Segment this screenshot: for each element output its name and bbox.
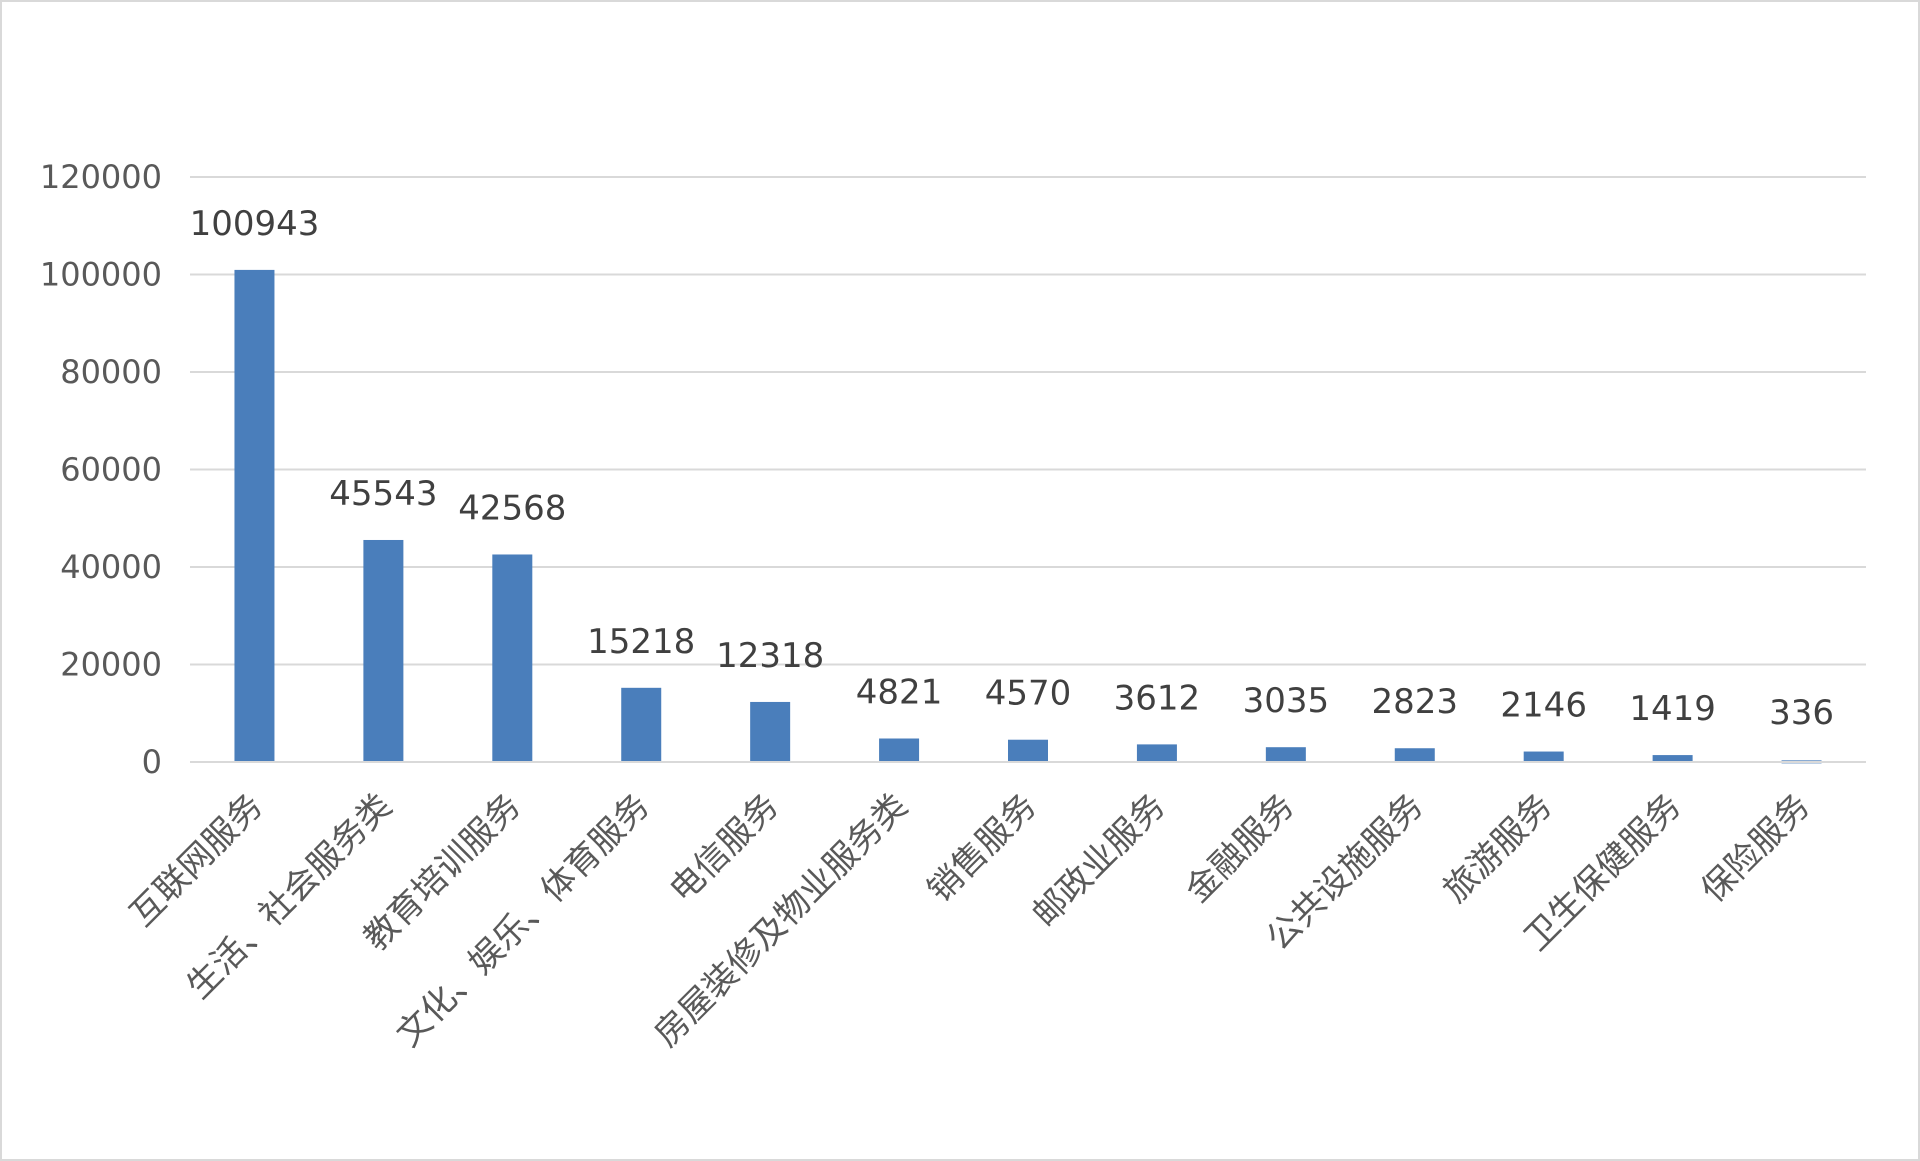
y-tick-label: 100000: [40, 256, 162, 294]
bar: [621, 687, 662, 762]
bar: [492, 554, 533, 762]
x-category-label: 文化、娱乐、体育服务: [389, 786, 658, 1055]
y-tick-label: 20000: [60, 646, 162, 684]
y-tick-label: 120000: [40, 158, 162, 196]
bar: [363, 539, 404, 762]
x-category-label: 金融服务: [1178, 786, 1302, 910]
bar: [1008, 739, 1048, 762]
x-category-label: 销售服务: [920, 786, 1044, 910]
y-tick-label: 0: [142, 743, 162, 781]
gridlines: [190, 176, 1866, 666]
bar: [1265, 747, 1306, 762]
data-label: 4570: [985, 674, 1072, 714]
bar: [1523, 751, 1564, 762]
data-label: 3612: [1114, 678, 1201, 718]
bar: [750, 701, 791, 762]
data-label: 100943: [190, 204, 320, 244]
y-axis-tick-labels: 0 20000 40000 60000 80000 100000 120000: [40, 158, 162, 781]
data-label: 15218: [587, 622, 695, 662]
x-category-label: 电信服务: [662, 786, 786, 910]
bar: [1136, 744, 1177, 762]
data-label: 4821: [856, 672, 943, 712]
data-labels: 100943 45543 42568 15218 12318 4821 4570 3612 30…: [190, 204, 1834, 733]
x-category-label: 邮政业服务: [1025, 786, 1173, 934]
data-label: 3035: [1243, 681, 1330, 721]
data-label: 336: [1769, 693, 1834, 733]
bars: [234, 269, 1822, 764]
bar: [1652, 755, 1693, 762]
data-label: 45543: [329, 474, 437, 514]
x-category-label: 旅游服务: [1436, 786, 1560, 910]
y-tick-label: 40000: [60, 548, 162, 586]
data-label: 42568: [458, 488, 566, 528]
bar: [234, 269, 275, 762]
data-label: 12318: [716, 636, 824, 676]
x-category-label: 房屋装修及物业服务类: [647, 786, 916, 1055]
y-tick-label: 60000: [60, 451, 162, 489]
bar: [879, 738, 920, 762]
y-tick-label: 80000: [60, 353, 162, 391]
data-label: 1419: [1629, 689, 1716, 729]
data-label: 2146: [1500, 686, 1587, 726]
bar: [1394, 748, 1435, 762]
x-category-label: 保险服务: [1693, 786, 1817, 910]
data-label: 2823: [1372, 682, 1459, 722]
